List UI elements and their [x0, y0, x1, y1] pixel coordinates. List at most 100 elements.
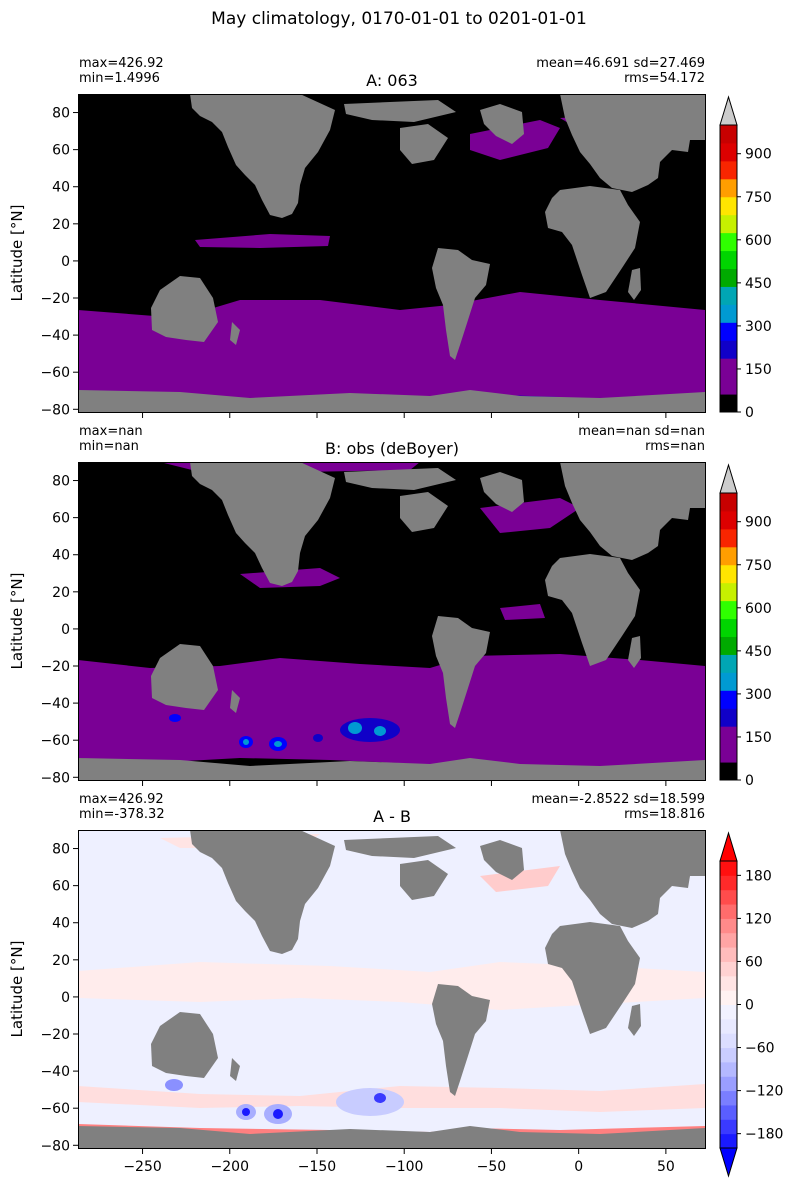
- colorbar-segment: [720, 961, 737, 977]
- colorbar-tick-label: 300: [745, 687, 772, 703]
- colorbar-tick-label: 0: [745, 998, 754, 1014]
- stats-right-line-2: rms=54.172: [624, 71, 705, 86]
- colorbar: 0 150 300 450 600 750 900: [719, 95, 772, 421]
- colorbar-segment: [720, 947, 737, 962]
- y-tick-label: 20: [52, 217, 70, 233]
- y-tick-label: −40: [40, 696, 70, 712]
- colorbar-segment: [720, 708, 737, 727]
- plot-frame: [78, 830, 706, 1149]
- colorbar-segment: [720, 600, 737, 620]
- y-tick-label: −60: [40, 733, 70, 749]
- panel-b: max=nan min=nan mean=nan sd=nan rms=nan …: [8, 424, 772, 789]
- stats-left-line-1: max=426.92: [79, 792, 164, 807]
- stats-right-line-1: mean=46.691 sd=27.469: [536, 56, 705, 71]
- colorbar-segment: [720, 322, 737, 341]
- colorbar-segment: [720, 1076, 737, 1092]
- colorbar-tick-label: 750: [745, 558, 772, 574]
- field-band-north: [480, 866, 560, 892]
- colorbar-frame: [719, 124, 738, 413]
- colorbar-extend-min: [719, 1147, 738, 1178]
- stats-left-line-2: min=-378.32: [79, 807, 165, 822]
- colorbar-segment: [720, 1104, 737, 1120]
- colorbar-segment: [720, 510, 737, 530]
- y-axis-label: Latitude [°N]: [8, 941, 26, 1038]
- y-tick-label: −20: [40, 1027, 70, 1043]
- x-tick-label: 0: [574, 1159, 583, 1175]
- stats-left-line-1: max=426.92: [79, 56, 164, 71]
- x-axis: [142, 413, 667, 418]
- colorbar-segment: [720, 932, 737, 948]
- y-tick-label: 80: [52, 106, 70, 122]
- colorbar-tick-label: 60: [745, 954, 763, 970]
- y-axis: 80 60 40 20 0 −20 −40 −60 −80: [40, 106, 78, 418]
- y-tick-label: −80: [40, 402, 70, 418]
- x-tick-label: −50: [477, 1159, 507, 1175]
- colorbar-tick-label: 900: [745, 515, 772, 531]
- field-band-atlantic: [500, 604, 545, 620]
- colorbar-segment: [720, 762, 737, 781]
- colorbar-segment: [720, 250, 737, 269]
- colorbar-segment: [720, 1119, 737, 1135]
- y-tick-label: 80: [52, 474, 70, 490]
- field-patch: [374, 1093, 386, 1103]
- y-tick-label: 60: [52, 143, 70, 159]
- x-tick-label: 50: [657, 1159, 675, 1175]
- field-patch: [274, 741, 282, 747]
- panel-a: max=426.92 min=1.4996 mean=46.691 sd=27.…: [8, 56, 772, 421]
- colorbar-extend-max: [719, 463, 738, 494]
- y-tick-label: 20: [52, 585, 70, 601]
- colorbar-segment: [720, 178, 737, 198]
- y-tick-label: −40: [40, 328, 70, 344]
- field-patch: [348, 722, 362, 734]
- colorbar-segment: [720, 340, 737, 359]
- colorbar-tick-label: 0: [745, 773, 754, 789]
- colorbar-segment: [720, 1133, 737, 1149]
- colorbar-tick-label: −180: [745, 1127, 783, 1143]
- colorbar-segment: [720, 232, 737, 252]
- y-axis: 80 60 40 20 0 −20 −40 −60 −80: [40, 474, 78, 786]
- colorbar-segment: [720, 744, 737, 763]
- colorbar-segment: [720, 672, 737, 691]
- field-patch: [273, 1109, 283, 1119]
- colorbar-segment: [720, 1061, 737, 1077]
- x-tick-label: −100: [385, 1159, 423, 1175]
- colorbar-segment: [720, 1004, 737, 1020]
- colorbar-segment: [720, 493, 737, 512]
- colorbar-segment: [720, 1047, 737, 1063]
- y-tick-label: 0: [61, 990, 70, 1006]
- x-tick-label: −150: [298, 1159, 336, 1175]
- colorbar-tick-label: 450: [745, 644, 772, 660]
- y-axis: 80 60 40 20 0 −20 −40 −60 −80: [40, 842, 78, 1154]
- field-patch: [165, 1079, 183, 1091]
- colorbar-tick-label: 750: [745, 190, 772, 206]
- colorbar-tick-label: 900: [745, 147, 772, 163]
- plot-frame: [78, 94, 706, 413]
- colorbar: 180 120 60 0 −60 −120 −180: [719, 831, 783, 1178]
- y-tick-label: 0: [61, 622, 70, 638]
- map-field: [78, 830, 706, 1149]
- colorbar-tick-label: 0: [745, 405, 754, 421]
- colorbar-segment: [720, 1090, 737, 1106]
- y-tick-label: −20: [40, 291, 70, 307]
- panel-title: B: obs (deBoyer): [325, 439, 459, 458]
- y-tick-label: 0: [61, 254, 70, 270]
- colorbar-segment: [720, 918, 737, 934]
- colorbar-segment: [720, 268, 737, 287]
- colorbar-tick-label: 150: [745, 730, 772, 746]
- x-axis: −250 −200 −150 −100 −50 0 50: [123, 1149, 675, 1175]
- colorbar-tick-label: 600: [745, 233, 772, 249]
- y-tick-label: 40: [52, 180, 70, 196]
- y-tick-label: −20: [40, 659, 70, 675]
- colorbar-segment: [720, 618, 737, 637]
- panel-title: A - B: [373, 807, 411, 826]
- colorbar-tick-label: 120: [745, 911, 772, 927]
- stats-right-line-2: rms=18.816: [624, 807, 705, 822]
- colorbar-segment: [720, 125, 737, 144]
- colorbar-tick-label: 150: [745, 362, 772, 378]
- colorbar-tick-label: 600: [745, 601, 772, 617]
- field-patch: [374, 726, 386, 736]
- colorbar-segment: [720, 564, 737, 584]
- colorbar-segment: [720, 358, 737, 377]
- colorbar-tick-label: 180: [745, 868, 772, 884]
